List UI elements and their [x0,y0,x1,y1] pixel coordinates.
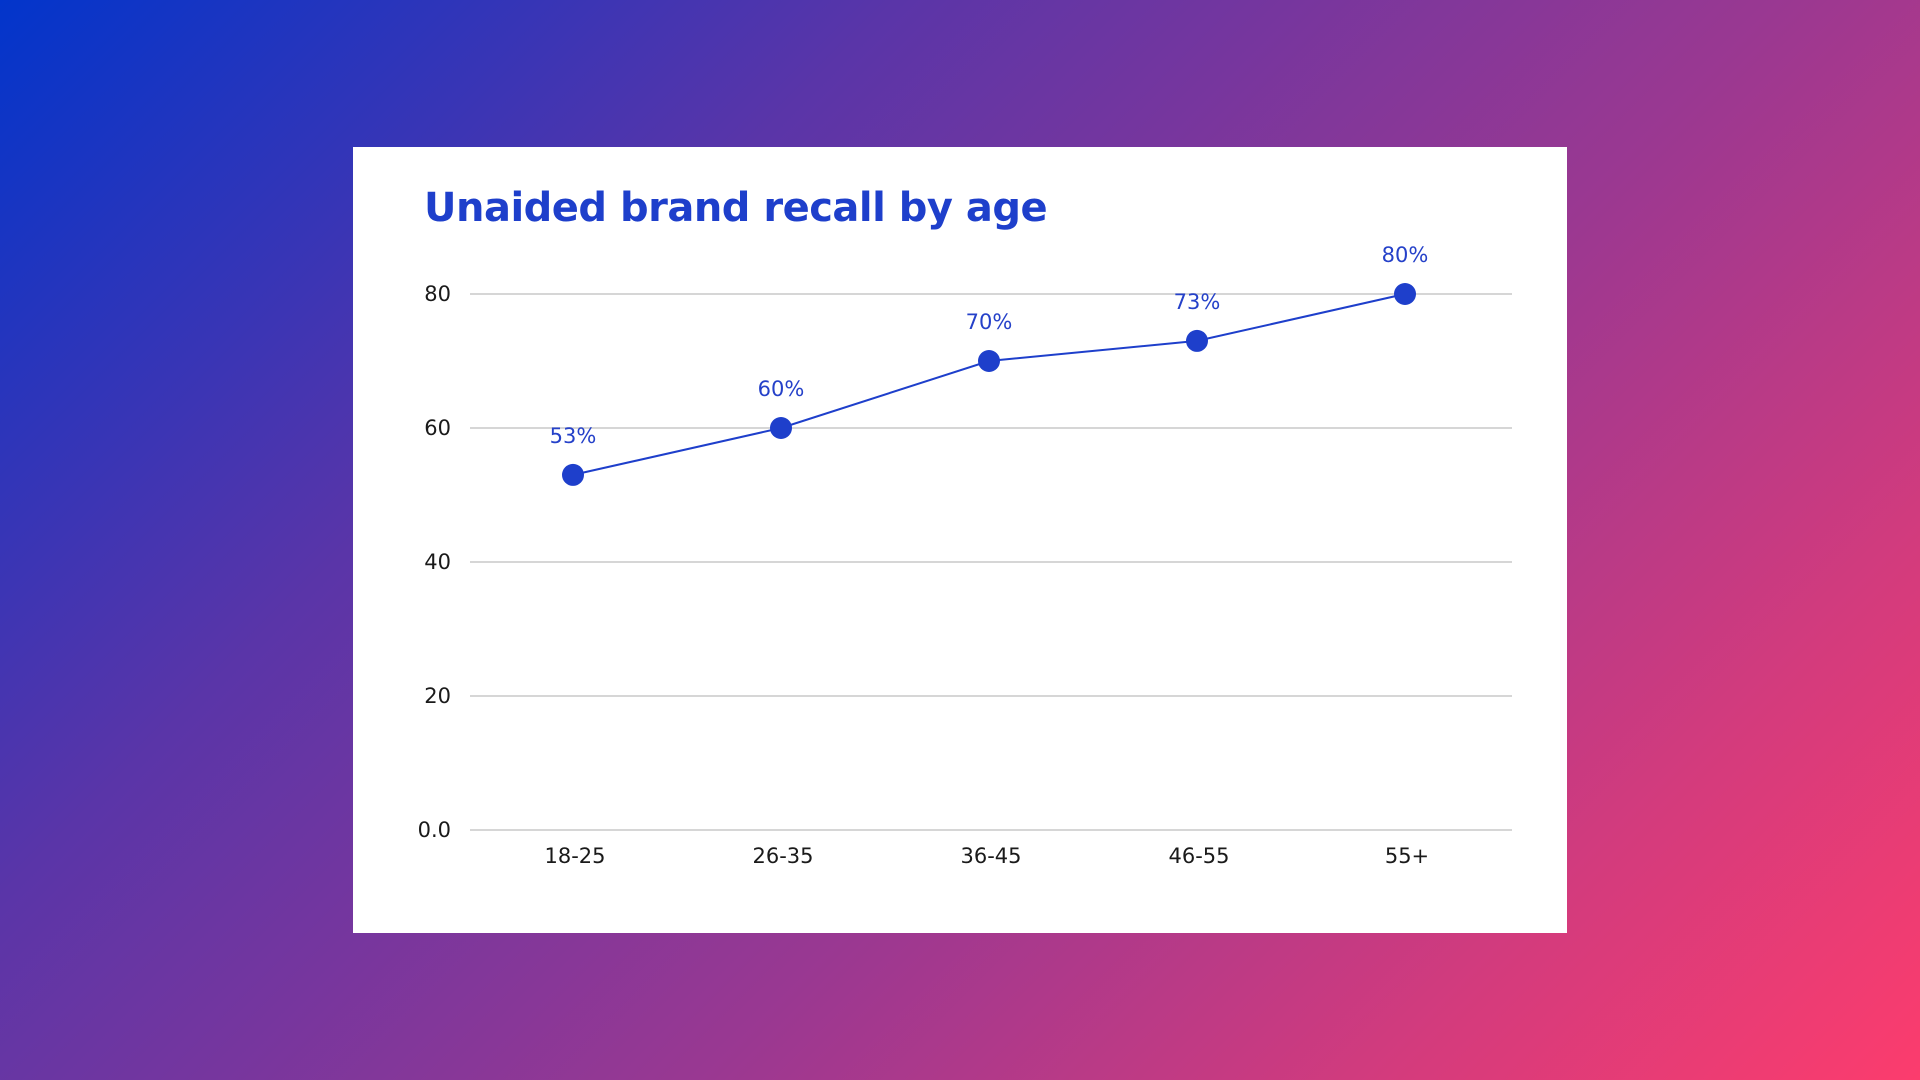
x-tick-label: 55+ [1385,844,1429,868]
gridlines [470,293,1512,831]
chart-title: Unaided brand recall by age [424,185,1048,231]
data-label: 70% [966,310,1013,334]
data-point [978,350,1000,372]
y-tick-label: 60 [424,416,451,440]
x-tick-label: 46-55 [1168,844,1229,868]
data-point [770,417,792,439]
data-label: 60% [758,377,805,401]
y-tick-label: 0.0 [418,818,451,842]
line-chart: 0.0 20 40 60 80 18-25 26-35 36-45 46-55 55+ 53% 6… [418,243,1512,868]
chart-card: Unaided brand recall by age 0.0 20 40 60 80 … [353,147,1567,933]
data-label: 80% [1382,243,1429,267]
series-group [562,283,1416,486]
data-point [1186,329,1208,352]
y-tick-label: 80 [424,282,451,306]
data-point [562,463,584,486]
data-labels: 53% 60% 70% 73% 80% [550,243,1429,448]
x-tick-label: 26-35 [752,844,813,868]
y-tick-label: 40 [424,550,451,574]
data-label: 73% [1174,290,1221,314]
x-tick-label: 36-45 [960,844,1021,868]
x-tick-label: 18-25 [544,844,605,868]
x-axis-tick-labels: 18-25 26-35 36-45 46-55 55+ [544,844,1429,868]
y-tick-label: 20 [424,684,451,708]
data-label: 53% [550,424,597,448]
y-axis-tick-labels: 0.0 20 40 60 80 [418,282,451,842]
data-point [1394,283,1416,305]
